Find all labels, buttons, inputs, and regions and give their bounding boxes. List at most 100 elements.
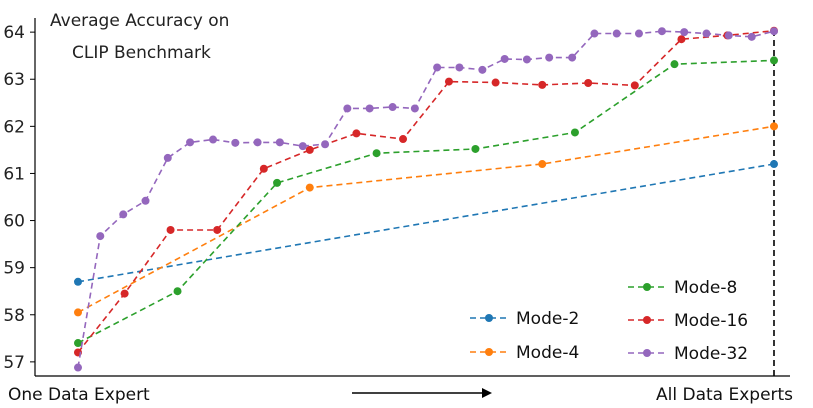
- data-point-mode-32: [568, 53, 577, 62]
- data-point-mode-8: [273, 178, 282, 187]
- data-point-mode-16: [538, 80, 547, 89]
- data-point-mode-32: [657, 27, 666, 36]
- data-point-mode-32: [275, 138, 284, 147]
- data-point-mode-4: [770, 122, 778, 131]
- x-label-right: All Data Experts: [656, 385, 793, 405]
- legend-label: Mode-8: [674, 278, 737, 298]
- data-point-mode-8: [670, 60, 679, 69]
- legend-item-mode-16: Mode-16: [628, 311, 748, 331]
- series-line-mode-8: [77, 59, 775, 344]
- data-point-mode-32: [365, 104, 374, 113]
- data-point-mode-16: [399, 135, 408, 144]
- data-point-mode-32: [747, 32, 756, 41]
- series-mode-8: [74, 56, 778, 348]
- y-tick-label: 64: [3, 23, 25, 43]
- data-point-mode-32: [433, 63, 442, 72]
- data-point-mode-16: [444, 77, 453, 86]
- series-mode-32: [74, 27, 778, 372]
- data-point-mode-8: [74, 339, 82, 348]
- data-point-mode-8: [471, 144, 480, 153]
- data-point-mode-32: [209, 135, 218, 144]
- y-tick-label: 60: [3, 212, 25, 232]
- y-tick-label: 58: [3, 306, 25, 326]
- series-mode-4: [74, 122, 778, 317]
- progress-arrow: [352, 388, 492, 398]
- y-ticks: 57 58 59 60 61 62 63 64: [3, 23, 35, 373]
- data-point-mode-32: [770, 27, 778, 36]
- data-point-mode-8: [570, 128, 579, 137]
- data-point-mode-4: [305, 183, 314, 192]
- data-point-mode-16: [166, 225, 175, 234]
- legend-label: Mode-2: [516, 309, 579, 329]
- data-point-mode-32: [522, 55, 531, 64]
- data-point-mode-32: [410, 104, 419, 113]
- series-mode-2: [74, 160, 778, 286]
- data-point-mode-2: [74, 277, 82, 286]
- data-point-mode-8: [173, 287, 182, 296]
- data-point-mode-32: [96, 232, 105, 241]
- legend-marker: [485, 348, 493, 356]
- series-layer: [74, 26, 778, 372]
- data-point-mode-32: [590, 29, 599, 38]
- data-point-mode-32: [186, 138, 195, 147]
- chart-title-line-1: Average Accuracy on: [50, 11, 229, 31]
- data-point-mode-32: [141, 196, 150, 205]
- series-mode-16: [74, 26, 778, 357]
- data-point-mode-32: [163, 153, 172, 162]
- data-point-mode-16: [584, 79, 593, 88]
- data-point-mode-16: [491, 78, 500, 87]
- data-point-mode-32: [321, 140, 330, 149]
- data-point-mode-32: [478, 65, 487, 74]
- series-line-mode-4: [77, 125, 775, 314]
- data-point-mode-16: [213, 225, 222, 234]
- data-point-mode-8: [372, 149, 381, 158]
- legend-marker: [643, 316, 651, 324]
- data-point-mode-32: [500, 54, 509, 63]
- data-point-mode-32: [298, 142, 307, 151]
- data-point-mode-16: [677, 35, 686, 44]
- data-point-mode-16: [305, 145, 314, 154]
- data-point-mode-32: [612, 29, 621, 38]
- data-point-mode-32: [724, 31, 733, 40]
- data-point-mode-32: [634, 29, 643, 38]
- data-point-mode-8: [770, 56, 778, 65]
- y-tick-label: 63: [3, 70, 25, 90]
- data-point-mode-32: [388, 103, 397, 112]
- legend-item-mode-32: Mode-32: [628, 344, 748, 364]
- data-point-mode-16: [630, 81, 639, 90]
- series-line-mode-2: [77, 163, 775, 283]
- legend-item-mode-2: Mode-2: [470, 309, 579, 329]
- y-tick-label: 57: [3, 353, 25, 373]
- data-point-mode-32: [702, 29, 711, 38]
- x-label-left: One Data Expert: [8, 385, 150, 405]
- data-point-mode-4: [538, 160, 547, 169]
- chart-title-line-2: CLIP Benchmark: [72, 43, 211, 63]
- data-point-mode-16: [352, 129, 361, 138]
- data-point-mode-32: [74, 363, 82, 372]
- legend-marker: [485, 314, 493, 322]
- legend-label: Mode-16: [674, 311, 748, 331]
- data-point-mode-16: [120, 289, 129, 298]
- legend-label: Mode-4: [516, 343, 579, 363]
- data-point-mode-32: [253, 138, 262, 147]
- data-point-mode-32: [231, 138, 240, 147]
- series-line-mode-32: [77, 30, 775, 368]
- legend-marker: [643, 349, 651, 357]
- legend: Mode-2 Mode-4 Mode-8 Mode-16 Mode-32: [470, 278, 748, 364]
- data-point-mode-4: [74, 308, 82, 317]
- data-point-mode-2: [770, 160, 778, 169]
- y-tick-label: 61: [3, 164, 25, 184]
- y-tick-label: 62: [3, 117, 25, 137]
- y-tick-label: 59: [3, 259, 25, 279]
- data-point-mode-32: [455, 63, 464, 72]
- data-point-mode-32: [343, 104, 352, 113]
- series-line-mode-16: [77, 29, 775, 353]
- legend-item-mode-4: Mode-4: [470, 343, 579, 363]
- legend-item-mode-8: Mode-8: [628, 278, 737, 298]
- data-point-mode-32: [119, 210, 128, 219]
- data-point-mode-32: [545, 53, 554, 62]
- data-point-mode-32: [680, 28, 689, 37]
- legend-marker: [643, 283, 651, 291]
- legend-label: Mode-32: [674, 344, 748, 364]
